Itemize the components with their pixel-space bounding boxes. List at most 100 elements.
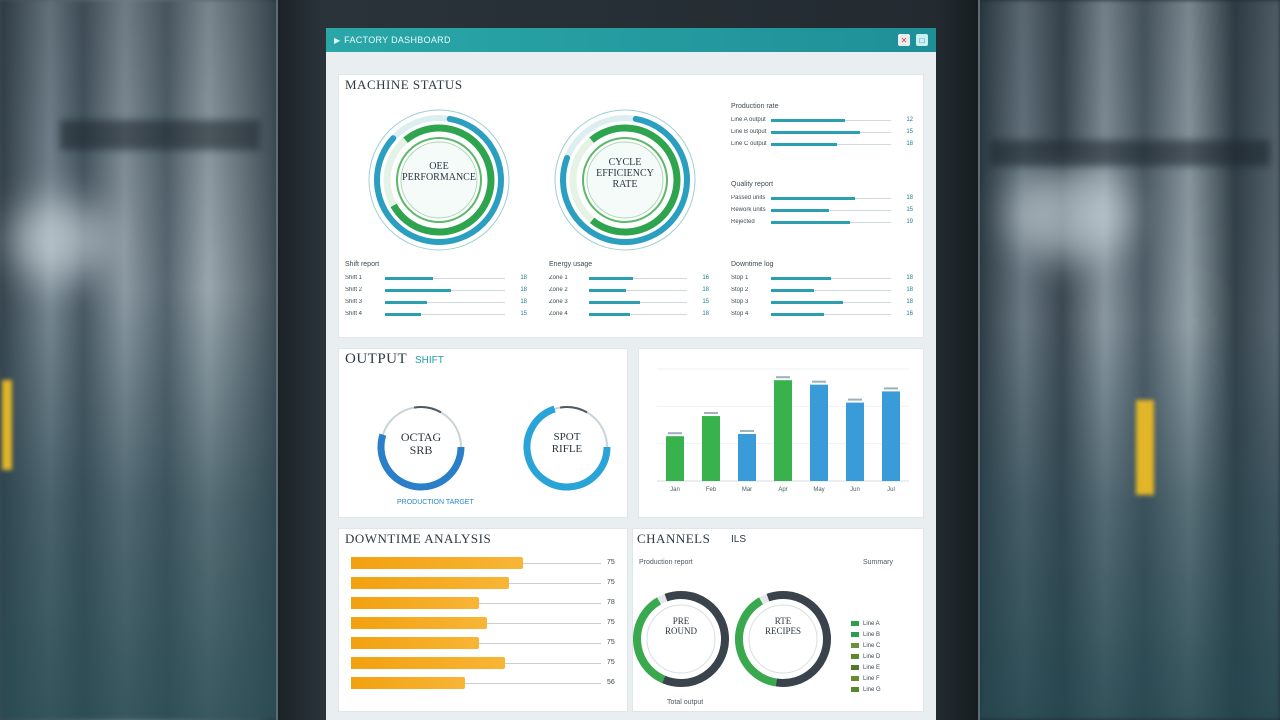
hbar-row: 75 bbox=[351, 577, 621, 589]
ring-chart-1 bbox=[368, 109, 510, 251]
legend-row: Line D bbox=[851, 652, 921, 661]
hbar-value: 75 bbox=[607, 579, 615, 586]
hbar-row: 75 bbox=[351, 617, 621, 629]
donut-footer: Total output bbox=[667, 699, 704, 706]
gauge-label-1-line2: SRB bbox=[409, 443, 433, 458]
bar-tick-label: Jul bbox=[887, 487, 895, 493]
bar-jan bbox=[666, 436, 684, 481]
stat-row-fill bbox=[771, 118, 846, 122]
stat-row-fill bbox=[771, 220, 851, 224]
close-icon[interactable]: ✕ bbox=[898, 34, 910, 46]
ring-center bbox=[586, 141, 664, 219]
stat-row-value: 15 bbox=[702, 299, 709, 305]
ring-arc-inner bbox=[589, 124, 681, 236]
ring-center bbox=[400, 141, 478, 219]
stat-row: Stop 4 16 bbox=[731, 309, 913, 319]
stat-row: Shift 2 18 bbox=[345, 285, 527, 295]
donut-green-arc bbox=[735, 597, 778, 687]
stat-row-name: Stop 4 bbox=[731, 311, 749, 317]
ring-chart-2 bbox=[554, 109, 696, 251]
donut-center bbox=[646, 604, 716, 674]
legend-row: Line A bbox=[851, 619, 921, 628]
stat-row-value: 18 bbox=[520, 275, 527, 281]
energy-usage-block: Energy usage Zone 1 16 Zone 2 18 Zone 3 15 Zon… bbox=[549, 261, 709, 321]
ring-label-2-line3: RATE bbox=[612, 179, 638, 190]
stat-row-fill bbox=[589, 276, 634, 280]
stat-row-name: Rework units bbox=[731, 207, 766, 213]
ring-charts bbox=[368, 109, 696, 251]
gauge-tick bbox=[413, 406, 442, 414]
stat-row-value: 16 bbox=[702, 275, 709, 281]
stat-row-fill bbox=[385, 276, 433, 280]
bar-chart: Jan Feb Mar Apr May Jun Jul bbox=[657, 368, 909, 493]
hbar-fill bbox=[351, 637, 479, 649]
donut-center bbox=[748, 604, 818, 674]
bar-tick-label: Jun bbox=[850, 487, 860, 493]
stat-row-value: 15 bbox=[906, 207, 913, 213]
donut-dark-arc bbox=[766, 591, 831, 687]
output-title: OUTPUT bbox=[345, 351, 408, 367]
production-rate-block: Production rate Line A output 12 Line B ou… bbox=[731, 103, 913, 151]
hbar-fill bbox=[351, 677, 466, 689]
stat-row-name: Shift 1 bbox=[345, 275, 363, 281]
stat-row-fill bbox=[589, 312, 631, 316]
stat-row-track bbox=[589, 276, 687, 280]
stat-row: Shift 3 18 bbox=[345, 297, 527, 307]
stat-row-fill bbox=[771, 312, 824, 316]
bar-cap bbox=[848, 398, 862, 401]
donut-label-2: RTE RECIPES bbox=[753, 616, 813, 637]
output-subtitle: SHIFT bbox=[415, 355, 444, 366]
output-gauges bbox=[377, 405, 611, 491]
channels-meta-right: Summary bbox=[863, 559, 893, 566]
stat-row-value: 18 bbox=[906, 287, 913, 293]
stat-row-track bbox=[771, 288, 891, 292]
stat-row-fill bbox=[385, 300, 427, 304]
stat-row-track bbox=[771, 142, 891, 146]
stat-row-value: 15 bbox=[906, 129, 913, 135]
stat-row-track bbox=[589, 312, 687, 316]
stat-row: Stop 2 18 bbox=[731, 285, 913, 295]
channels-subtitle: ILS bbox=[731, 534, 747, 545]
hbar-fill bbox=[351, 657, 505, 669]
stat-row-value: 18 bbox=[520, 299, 527, 305]
shift-report-block: Shift report Shift 1 18 Shift 2 18 Shift 3 18… bbox=[345, 261, 527, 321]
donut-label-1-line1: PRE bbox=[672, 616, 690, 626]
gauge-arc bbox=[377, 433, 465, 491]
donut-label-2-line2: RECIPES bbox=[764, 625, 801, 636]
stat-row: Line A output 12 bbox=[731, 115, 913, 125]
hbar-value: 75 bbox=[607, 639, 615, 646]
dashboard-screen: ▶ FACTORY DASHBOARD ✕ □ MACHINE STATUS O… bbox=[326, 28, 936, 720]
hbar-value: 75 bbox=[607, 619, 615, 626]
bar-tick-label: Mar bbox=[742, 487, 752, 493]
bar-tick-label: Apr bbox=[778, 487, 787, 493]
stat-row: Line B output 15 bbox=[731, 127, 913, 137]
gauge-label-1: OCTAG SRB bbox=[379, 430, 463, 458]
gauge-label-2: SPOT RIFLE bbox=[525, 431, 609, 455]
hbar-row: 78 bbox=[351, 597, 621, 609]
channels-panel: CHANNELS ILS Production report Summary P… bbox=[632, 528, 924, 712]
bar-mar bbox=[738, 433, 756, 481]
ring-outer-guide bbox=[368, 109, 510, 251]
stat-row-name: Rejected bbox=[731, 219, 755, 225]
stat-row-track bbox=[771, 130, 891, 134]
ring-outer-guide bbox=[554, 109, 696, 251]
hbar-fill bbox=[351, 617, 488, 629]
stat-row: Zone 4 18 bbox=[549, 309, 709, 319]
stat-row-fill bbox=[589, 300, 640, 304]
legend-row: Line E bbox=[851, 663, 921, 672]
stat-title: Downtime log bbox=[731, 261, 774, 268]
donut-green-arc bbox=[633, 597, 666, 684]
maximize-icon[interactable]: □ bbox=[916, 34, 928, 46]
stat-row-value: 15 bbox=[520, 311, 527, 317]
legend-label: Line G bbox=[863, 686, 881, 693]
stat-row: Stop 1 18 bbox=[731, 273, 913, 283]
legend-label: Line B bbox=[863, 631, 881, 638]
stat-row-fill bbox=[771, 208, 829, 212]
stat-row: Rejected 19 bbox=[731, 217, 913, 227]
ring-label-1-line1: OEE bbox=[429, 161, 449, 172]
gauge-label-1-line1: OCTAG bbox=[400, 430, 442, 444]
stat-row-track bbox=[385, 276, 505, 280]
ring-arc-inner bbox=[390, 124, 495, 236]
stat-row-fill bbox=[771, 196, 855, 200]
stat-row-value: 18 bbox=[906, 141, 913, 147]
